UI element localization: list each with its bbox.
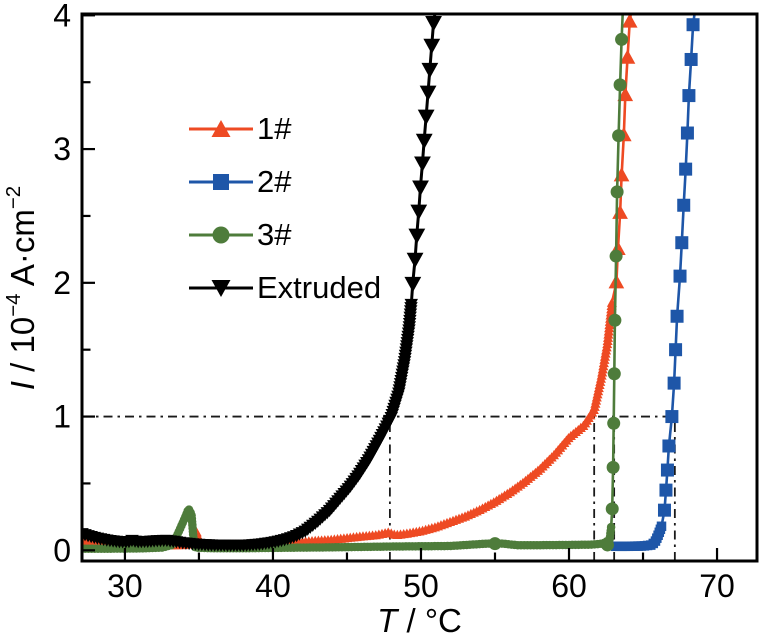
y-tick-label: 2	[53, 265, 71, 301]
x-axis-symbol: T	[377, 602, 398, 639]
legend-key-2	[189, 173, 253, 190]
legend-item-4: Extruded	[188, 261, 381, 314]
tick-labels: 30 40 50 60 70 0 1 2 3 4	[53, 0, 735, 604]
legend-key-3	[189, 226, 253, 243]
x-tick-label: 40	[255, 568, 291, 604]
axis-ticks	[83, 14, 719, 560]
triangle-down-icon	[211, 279, 231, 297]
y-tick-label: 1	[53, 399, 71, 435]
x-tick-label: 50	[403, 568, 439, 604]
legend-item-1: 1#	[188, 102, 381, 155]
legend-label-4: Extruded	[257, 269, 382, 305]
x-tick-label: 60	[551, 568, 587, 604]
legend-label-2: 2#	[257, 163, 292, 199]
series-Extruded	[82, 14, 442, 552]
series-layer	[82, 14, 700, 553]
legend-label-3: 3#	[257, 216, 292, 252]
legend-key-1	[189, 119, 253, 137]
square-icon	[213, 173, 229, 190]
y-tick-label: 4	[53, 0, 71, 33]
x-tick-label: 70	[699, 568, 735, 604]
legend-key-4	[189, 279, 253, 297]
y-tick-label: 3	[53, 131, 71, 167]
series-2#	[610, 14, 700, 552]
triangle-up-icon	[211, 119, 231, 137]
x-axis-unit: / °C	[397, 602, 462, 639]
legend-item-2: 2#	[188, 155, 381, 208]
legend-label-1: 1#	[257, 110, 292, 146]
circle-icon	[212, 226, 230, 243]
legend: 1# 2# 3# Extruded	[188, 102, 381, 314]
y-tick-label: 0	[53, 532, 71, 568]
legend-item-3: 3#	[188, 208, 381, 261]
axes-box	[80, 12, 759, 563]
x-tick-label: 30	[107, 568, 143, 604]
x-axis-label: T / °C	[82, 602, 757, 640]
